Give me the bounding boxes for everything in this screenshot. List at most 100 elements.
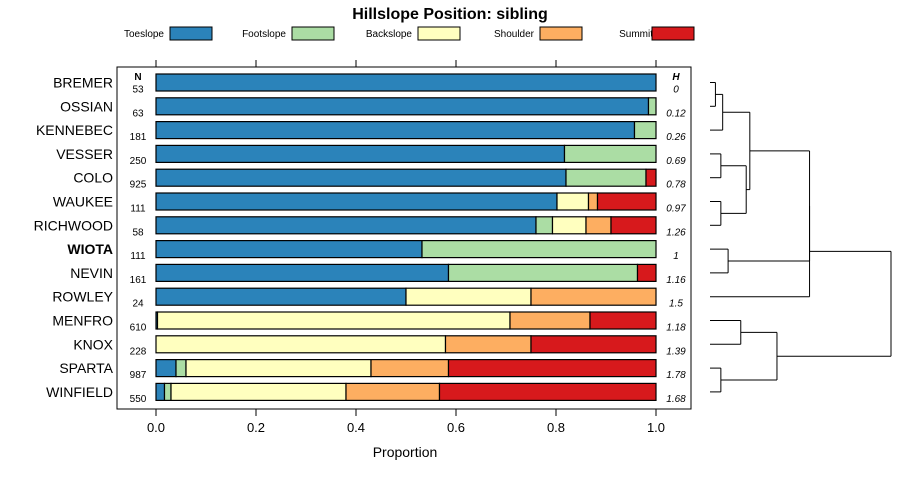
n-value-nevin: 161	[130, 275, 147, 286]
row-label-colo: COLO	[73, 170, 113, 186]
bar-segment-sparta-shoulder	[370, 359, 450, 378]
row-label-waukee: WAUKEE	[53, 194, 113, 210]
n-value-waukee: 111	[130, 204, 146, 215]
h-value-rowley: 1.5	[669, 299, 683, 310]
bar-segment-menfro-summit	[589, 311, 657, 330]
x-tick-label-0: 0.0	[147, 420, 165, 435]
bar-segment-waukee-summit	[596, 192, 657, 211]
x-tick-label-3: 0.6	[447, 420, 465, 435]
h-value-waukee: 0.97	[666, 204, 686, 215]
bar-segment-richwood-shoulder	[585, 216, 612, 235]
bar-segment-kennebec-footslope	[633, 120, 657, 140]
bar-segment-knox-backslope	[155, 335, 447, 354]
bar-segment-sparta-summit	[447, 359, 657, 378]
legend-swatch-shoulder	[539, 26, 583, 41]
row-label-bremer: BREMER	[53, 75, 113, 91]
x-tick-label-1: 0.2	[247, 420, 265, 435]
bar-segment-waukee-toeslope	[155, 192, 558, 211]
bar-segment-wiota-toeslope	[155, 240, 423, 259]
h-value-kennebec: 0.26	[666, 132, 686, 143]
bar-segment-sparta-backslope	[185, 359, 372, 378]
n-value-ossian: 63	[132, 108, 144, 119]
row-label-knox: KNOX	[73, 336, 113, 352]
x-axis-title: Proportion	[373, 444, 438, 460]
n-value-winfield: 550	[130, 394, 147, 405]
n-value-kennebec: 181	[130, 132, 147, 143]
bar-segment-kennebec-toeslope	[155, 120, 636, 140]
h-value-winfield: 1.68	[666, 394, 686, 405]
chart-title: Hillslope Position: sibling	[352, 6, 548, 23]
bar-segment-colo-footslope	[565, 168, 647, 187]
bar-segment-waukee-backslope	[556, 192, 590, 211]
legend-label-summit: Summit	[619, 29, 653, 40]
x-tick-label-4: 0.8	[547, 420, 565, 435]
h-value-bremer: 0	[673, 85, 679, 96]
bar-segment-richwood-footslope	[535, 216, 554, 235]
bar-segment-colo-toeslope	[155, 168, 567, 187]
row-label-kennebec: KENNEBEC	[36, 122, 113, 138]
bar-segment-nevin-toeslope	[155, 263, 450, 282]
bar-segment-vesser-footslope	[563, 144, 657, 163]
h-value-ossian: 0.12	[666, 108, 686, 119]
bar-segment-knox-summit	[530, 335, 657, 354]
n-value-sparta: 987	[130, 370, 147, 381]
h-value-nevin: 1.16	[666, 275, 686, 286]
h-value-wiota: 1	[673, 251, 679, 262]
bar-segment-richwood-summit	[610, 216, 657, 235]
n-value-menfro: 610	[130, 323, 147, 334]
h-column-header: H	[672, 72, 680, 83]
x-tick-label-2: 0.4	[347, 420, 365, 435]
n-value-vesser: 250	[130, 156, 147, 167]
legend-label-shoulder: Shoulder	[494, 29, 535, 40]
bar-segment-sparta-footslope	[175, 359, 187, 378]
bar-segment-colo-summit	[645, 168, 657, 187]
bar-segment-menfro-shoulder	[509, 311, 591, 330]
bar-segment-knox-shoulder	[444, 335, 532, 354]
n-value-richwood: 58	[132, 227, 144, 238]
h-value-menfro: 1.18	[666, 323, 686, 334]
bar-segment-winfield-backslope	[170, 382, 347, 401]
row-label-menfro: MENFRO	[52, 313, 113, 329]
bar-segment-winfield-shoulder	[345, 382, 441, 401]
legend: Toeslope Footslope Backslope Shoulder Summit	[124, 26, 695, 41]
n-value-knox: 228	[130, 346, 147, 357]
row-label-ossian: OSSIAN	[60, 98, 113, 114]
h-value-vesser: 0.69	[666, 156, 686, 167]
legend-swatch-toeslope	[169, 26, 213, 41]
row-label-nevin: NEVIN	[70, 265, 113, 281]
bar-segment-vesser-toeslope	[155, 144, 566, 163]
n-value-rowley: 24	[132, 299, 144, 310]
legend-label-backslope: Backslope	[366, 29, 413, 40]
h-value-knox: 1.39	[666, 346, 686, 357]
bar-segment-ossian-footslope	[647, 97, 657, 116]
bar-segment-waukee-shoulder	[587, 192, 599, 211]
x-axis: 0.0 0.2 0.4 0.6 0.8 1.0	[147, 60, 665, 435]
dendrogram	[710, 82, 892, 393]
bar-segment-winfield-summit	[438, 382, 657, 401]
legend-label-footslope: Footslope	[242, 29, 286, 40]
bar-segment-ossian-toeslope	[155, 97, 650, 116]
bar-segment-rowley-backslope	[405, 287, 532, 306]
bar-segment-rowley-toeslope	[155, 287, 407, 306]
n-value-wiota: 111	[130, 251, 146, 262]
h-value-richwood: 1.26	[666, 227, 686, 238]
legend-swatch-summit	[651, 26, 695, 41]
legend-swatch-backslope	[417, 26, 461, 41]
plot-frame	[116, 66, 692, 410]
bar-segment-wiota-footslope	[421, 240, 657, 259]
bar-segment-richwood-toeslope	[155, 216, 537, 235]
row-label-richwood: RICHWOOD	[34, 217, 113, 233]
bar-rows: BREMER 53 0 OSSIAN 63 0.12 KENNEBEC 181 0.26 VESS…	[34, 73, 686, 405]
h-value-sparta: 1.78	[666, 370, 686, 381]
n-value-bremer: 53	[132, 85, 144, 96]
h-value-colo: 0.78	[666, 180, 686, 191]
n-column-header: N	[134, 72, 141, 83]
bar-segment-sparta-toeslope	[155, 359, 177, 378]
row-label-rowley: ROWLEY	[52, 289, 113, 305]
row-label-wiota: WIOTA	[67, 241, 113, 257]
bar-segment-nevin-summit	[636, 263, 657, 282]
n-value-colo: 925	[130, 180, 147, 191]
row-label-vesser: VESSER	[56, 146, 113, 162]
bar-segment-winfield-footslope	[163, 382, 172, 401]
